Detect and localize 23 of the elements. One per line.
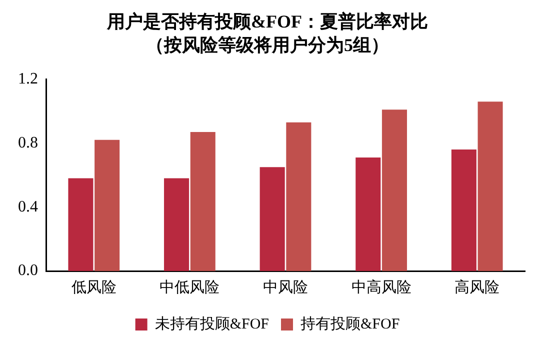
- y-tick-label: 0.8: [18, 134, 38, 152]
- legend-label: 持有投顾&FOF: [300, 315, 400, 332]
- y-tick-label: 0.4: [18, 198, 38, 216]
- legend-label: 未持有投顾&FOF: [154, 315, 270, 332]
- x-tick-label: 低风险: [71, 278, 116, 296]
- bar: [382, 110, 407, 271]
- bar: [356, 158, 381, 271]
- chart-subtitle: （按风险等级将用户分为5组）: [146, 35, 389, 56]
- bar: [286, 122, 312, 271]
- bar: [478, 102, 503, 271]
- bar: [94, 140, 120, 271]
- bar: [164, 178, 190, 271]
- chart-title: 用户是否持有投顾&FOF：夏普比率对比: [106, 11, 428, 32]
- y-tick-label: 0.0: [18, 262, 38, 280]
- x-tick-label: 高风险: [454, 278, 500, 296]
- y-tick-label: 1.2: [18, 70, 38, 88]
- x-tick-label: 中风险: [263, 278, 308, 296]
- x-tick-label: 中低风险: [160, 278, 220, 296]
- x-tick-label: 中高风险: [351, 278, 412, 296]
- bar: [451, 150, 476, 271]
- bar: [68, 178, 94, 271]
- bar: [190, 132, 216, 271]
- bar: [260, 167, 285, 271]
